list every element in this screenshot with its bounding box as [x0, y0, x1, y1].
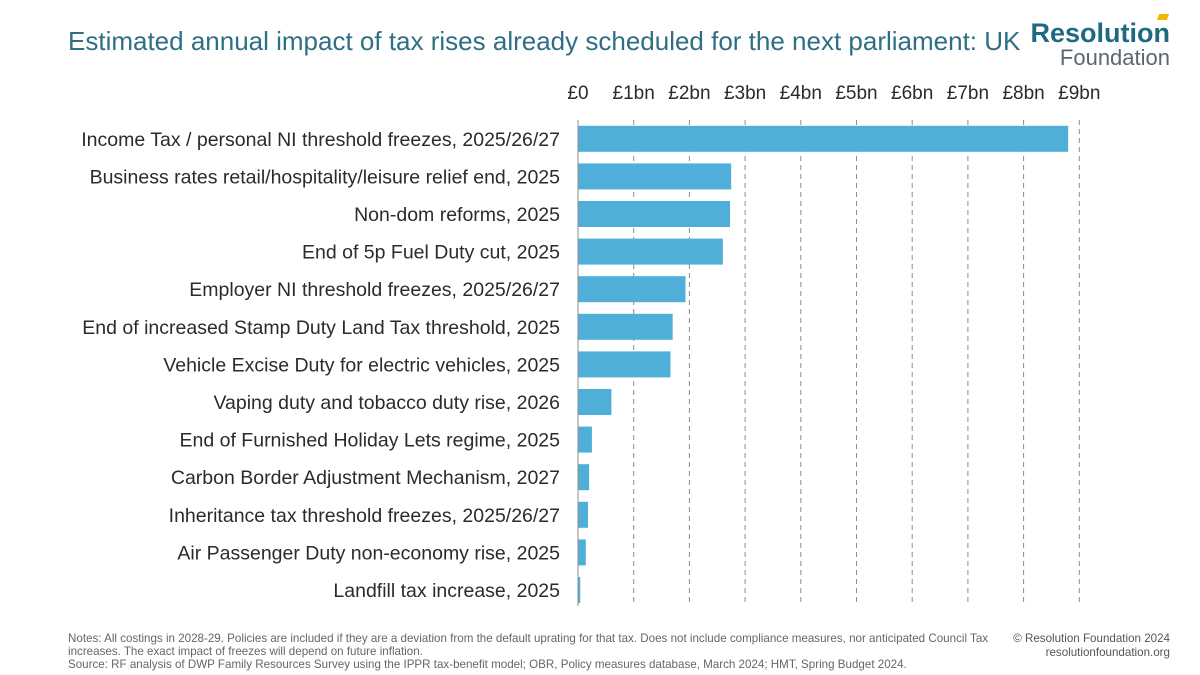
x-tick-label: £2bn	[668, 83, 710, 104]
x-tick-label: £1bn	[613, 83, 655, 104]
source-text: Source: RF analysis of DWP Family Resour…	[68, 658, 907, 671]
category-label: Income Tax / personal NI threshold freez…	[81, 129, 560, 151]
bar	[578, 426, 592, 453]
category-label: Landfill tax increase, 2025	[333, 580, 560, 602]
category-label: Inheritance tax threshold freezes, 2025/…	[169, 505, 560, 527]
chart-notes: Notes: All costings in 2028-29. Policies…	[68, 632, 1018, 671]
chart-title: Estimated annual impact of tax rises alr…	[68, 26, 1021, 56]
bar	[578, 276, 686, 303]
category-label: End of 5p Fuel Duty cut, 2025	[302, 242, 560, 264]
bar	[578, 464, 590, 491]
category-label: End of increased Stamp Duty Land Tax thr…	[82, 317, 560, 339]
bar-chart: £0 £1bn £2bn £3bn £4bn £5bn £6bn £7bn £8bn £9bn In…	[81, 83, 1100, 606]
x-tick-label: £0	[567, 83, 588, 104]
category-label: Carbon Border Adjustment Mechanism, 2027	[171, 467, 560, 489]
logo-main-text: Resolution	[1031, 14, 1170, 47]
copyright-line: © Resolution Foundation 2024	[1013, 632, 1170, 645]
category-label: Vaping duty and tobacco duty rise, 2026	[213, 392, 560, 414]
x-tick-label: £4bn	[780, 83, 822, 104]
category-label: Vehicle Excise Duty for electric vehicle…	[163, 354, 560, 376]
bar	[578, 125, 1069, 152]
category-label: End of Furnished Holiday Lets regime, 20…	[180, 430, 561, 452]
x-tick-label: £9bn	[1058, 83, 1100, 104]
bar	[578, 351, 671, 378]
category-label: Business rates retail/hospitality/leisur…	[90, 166, 561, 188]
category-label: Employer NI threshold freezes, 2025/26/2…	[189, 279, 560, 301]
website-line: resolutionfoundation.org	[1045, 646, 1170, 659]
resolution-foundation-logo: Resolution Foundation	[1031, 14, 1170, 70]
x-tick-label: £8bn	[1002, 83, 1044, 104]
x-tick-label: £6bn	[891, 83, 933, 104]
category-label: Air Passenger Duty non-economy rise, 202…	[177, 542, 560, 564]
copyright: © Resolution Foundation 2024 resolutionf…	[1013, 632, 1170, 660]
bar	[578, 238, 723, 265]
x-tick-label: £5bn	[835, 83, 877, 104]
bar	[578, 539, 586, 566]
notes-text: Notes: All costings in 2028-29. Policies…	[68, 632, 989, 658]
logo-sub-text: Foundation	[1059, 45, 1170, 70]
x-tick-label: £7bn	[947, 83, 989, 104]
bar	[578, 201, 731, 227]
bar	[578, 577, 581, 603]
bar	[578, 389, 612, 415]
category-label: Non-dom reforms, 2025	[354, 204, 560, 226]
x-tick-label: £3bn	[724, 83, 766, 104]
bar	[578, 163, 732, 190]
bar	[578, 501, 589, 528]
bar	[578, 313, 673, 340]
